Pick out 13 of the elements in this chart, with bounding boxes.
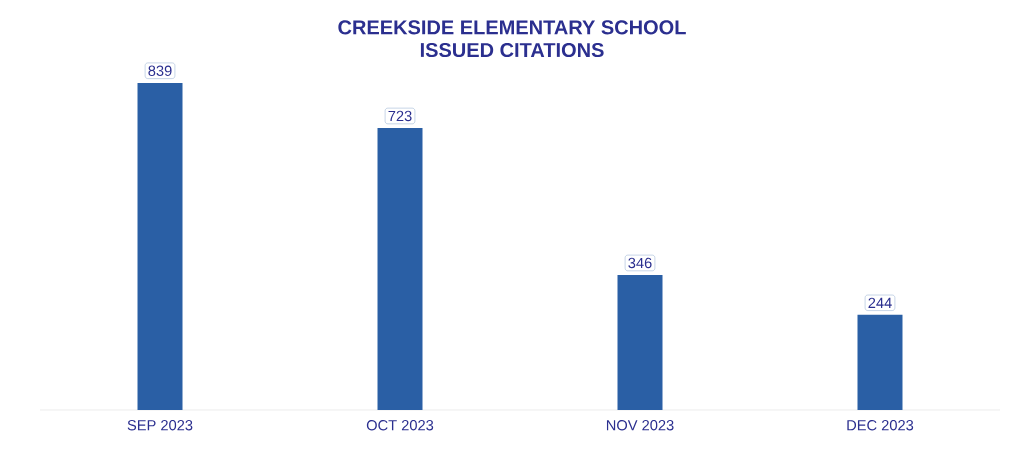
x-tick-label: NOV 2023 xyxy=(606,420,674,431)
bar xyxy=(137,82,183,410)
data-label: 244 xyxy=(868,297,892,308)
bar xyxy=(617,275,663,410)
bar xyxy=(377,128,423,410)
x-tick-label: OCT 2023 xyxy=(366,420,434,431)
data-label: 346 xyxy=(628,257,652,269)
bar xyxy=(857,314,903,410)
data-label: 839 xyxy=(148,65,172,76)
chart-title: CREEKSIDE ELEMENTARY SCHOOL ISSUED CITATIONS xyxy=(338,20,686,58)
x-tick-label: DEC 2023 xyxy=(847,420,914,431)
x-tick-label: SEP 2023 xyxy=(127,420,193,431)
data-label: 723 xyxy=(388,110,412,122)
